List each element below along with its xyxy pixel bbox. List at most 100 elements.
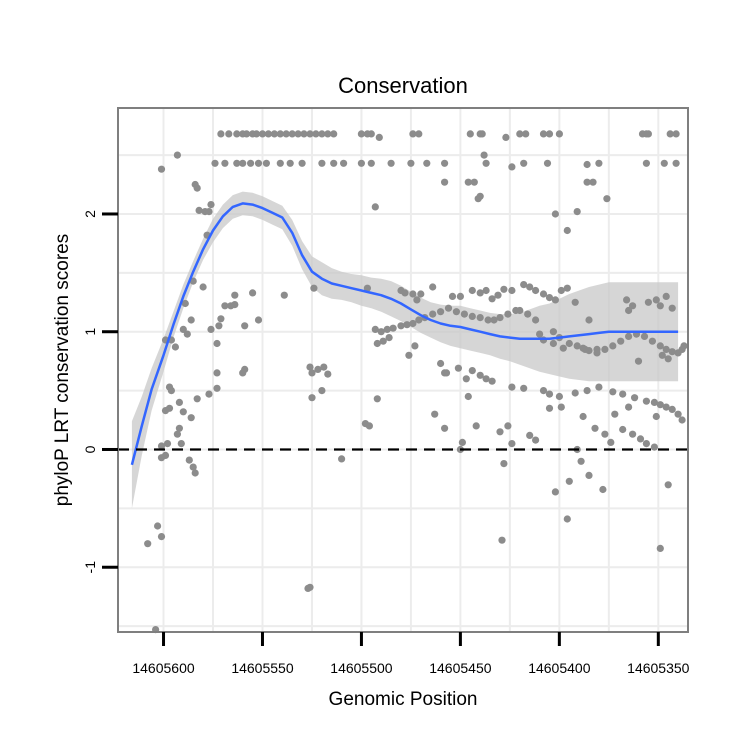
data-point [298,159,306,167]
data-point [405,351,413,359]
data-point [563,515,571,523]
data-point [636,435,645,443]
data-point [536,330,544,338]
data-point [656,302,664,310]
data-point [666,130,674,138]
data-point [243,130,251,138]
x-tick-label: 14605550 [231,660,294,676]
data-point [456,292,464,300]
data-point [177,440,185,448]
data-point [306,583,314,591]
data-point [199,283,207,291]
data-point [187,316,195,324]
data-point [593,345,601,353]
data-point [423,159,431,167]
data-point [144,540,152,548]
data-point [288,130,296,138]
data-point [270,130,278,138]
data-point [462,375,470,383]
data-point [441,178,449,186]
data-point [563,226,571,235]
smooth-line [130,202,679,466]
data-point [448,292,457,300]
data-point [167,387,175,395]
data-point [545,130,554,138]
data-point [585,471,593,479]
data-point [478,130,486,138]
data-point [581,345,589,353]
data-point [609,388,617,396]
data-point [312,130,320,138]
data-point [221,159,229,167]
data-point [306,363,314,371]
data-point [231,301,239,309]
data-point [401,289,409,297]
data-point [532,436,540,444]
data-point [365,422,373,430]
data-point [205,208,213,216]
data-point [539,290,548,298]
data-point [476,371,484,379]
data-point [466,130,474,138]
data-point [532,286,540,295]
data-point [338,455,346,463]
data-point [211,159,219,167]
data-point [648,337,657,345]
data-point [652,412,660,421]
data-point [522,130,530,138]
data-point [357,130,365,138]
data-point [573,342,581,350]
data-point [415,130,423,138]
data-point [490,316,498,324]
data-point [557,403,565,411]
data-point [308,394,316,402]
data-point [207,325,215,333]
data-point [458,438,466,446]
data-point [171,343,179,351]
data-point [583,178,591,186]
plot-panel: 14605600 14605550 14605500 14605450 14605400… [82,107,690,676]
data-point [591,424,599,432]
data-point [367,159,375,167]
x-tick-label: 14605450 [429,660,492,676]
data-point [217,315,225,323]
data-point [668,348,676,356]
data-point [524,310,532,318]
data-point [508,383,516,391]
data-point [526,283,534,291]
data-point [441,369,449,377]
data-point [241,365,249,373]
data-point [551,296,560,304]
data-point [631,394,639,402]
data-point [375,133,383,141]
data-point [276,130,284,138]
data-point [625,332,633,340]
data-point [488,295,496,303]
data-point [407,159,415,167]
data-point [161,451,170,459]
data-point [413,296,421,304]
data-point [589,178,597,186]
data-point [385,334,393,342]
data-point [294,130,302,138]
data-point [555,130,564,138]
data-point [373,339,381,348]
data-point [672,159,680,167]
data-point [619,390,627,398]
data-point [264,130,272,138]
data-point [241,322,249,330]
data-point [545,294,554,302]
data-point [571,389,579,397]
data-point [221,302,229,310]
data-point [306,130,314,138]
data-point [549,339,558,348]
data-point [625,403,633,411]
data-point [532,316,540,324]
data-point [504,422,512,430]
data-point [634,357,643,365]
data-point [502,133,510,141]
data-point [460,310,468,318]
data-point [617,337,625,345]
data-point [656,401,664,409]
